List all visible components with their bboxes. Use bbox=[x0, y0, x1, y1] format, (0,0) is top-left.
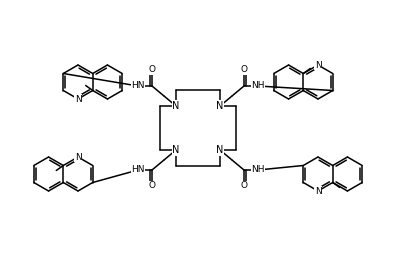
Text: N: N bbox=[315, 60, 322, 69]
Text: N: N bbox=[216, 145, 224, 155]
Text: N: N bbox=[172, 101, 180, 111]
Text: O: O bbox=[240, 181, 248, 190]
Text: N: N bbox=[315, 187, 322, 196]
Text: O: O bbox=[240, 66, 248, 75]
Text: N: N bbox=[74, 95, 81, 104]
Text: HN: HN bbox=[131, 166, 145, 175]
Text: NH: NH bbox=[251, 166, 265, 175]
Text: O: O bbox=[148, 66, 156, 75]
Text: N: N bbox=[172, 145, 180, 155]
Text: O: O bbox=[148, 181, 156, 190]
Text: N: N bbox=[216, 101, 224, 111]
Text: HN: HN bbox=[131, 81, 145, 90]
Text: N: N bbox=[74, 152, 81, 161]
Text: NH: NH bbox=[251, 81, 265, 90]
